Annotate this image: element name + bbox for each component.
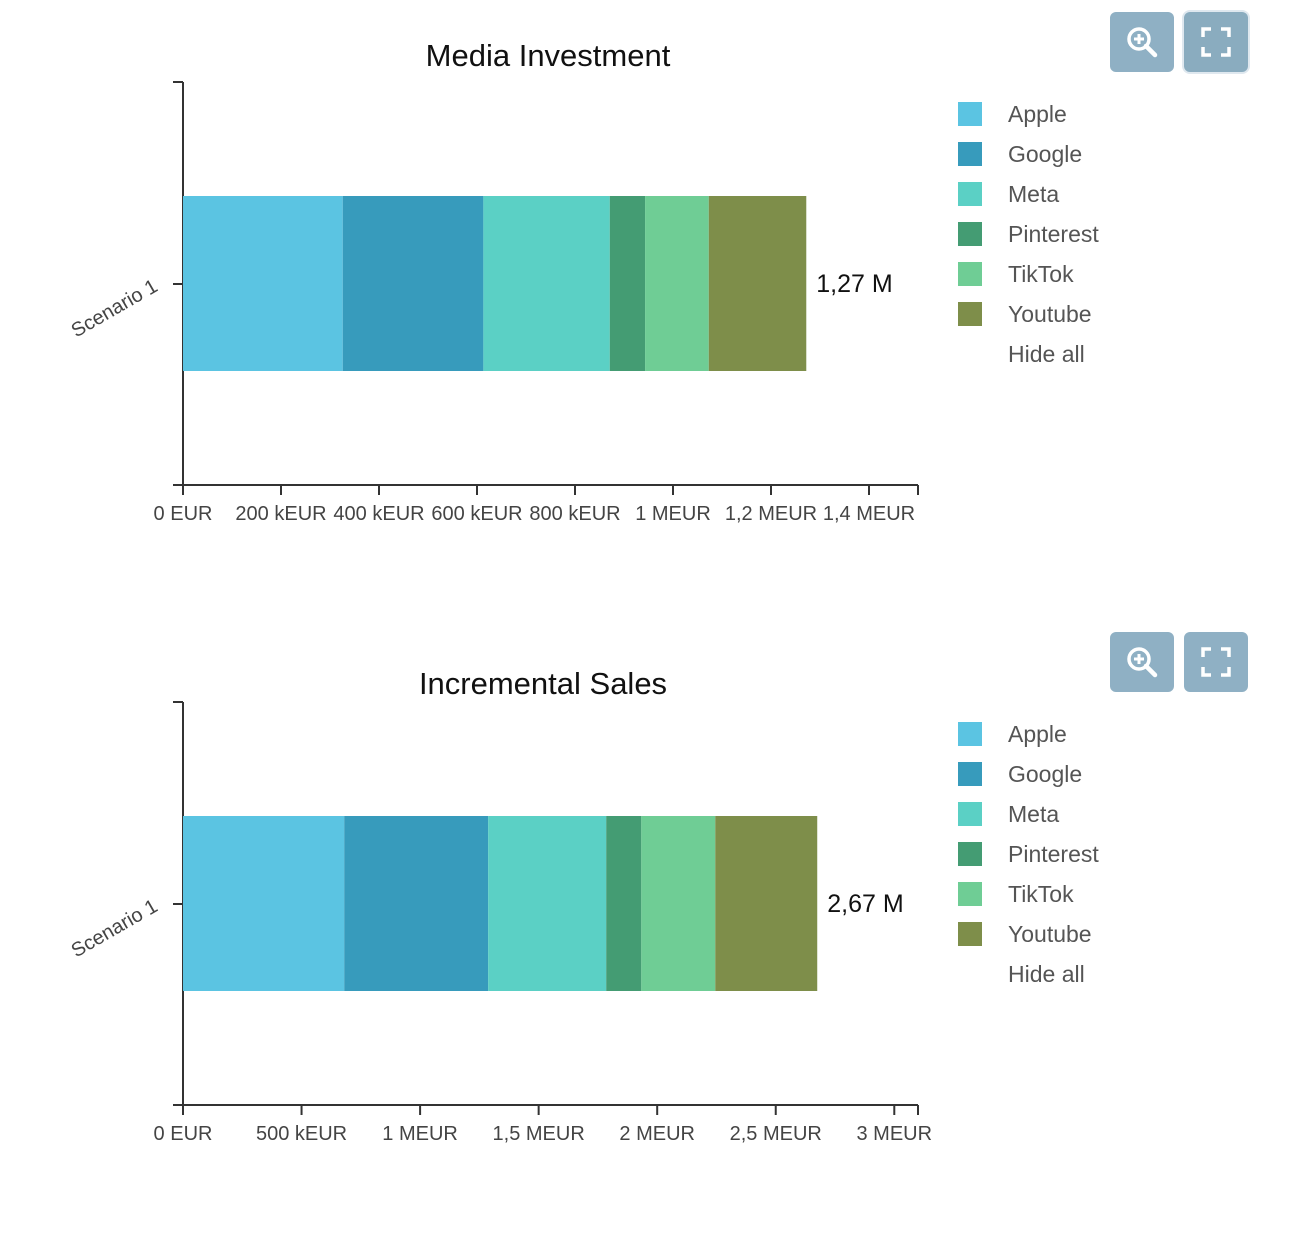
legend-swatch bbox=[958, 102, 982, 126]
incremental-sales-panel: Incremental Sales Scenario 1 0 EUR 500 kEUR… bbox=[0, 620, 1310, 1220]
legend-label: Meta bbox=[1008, 180, 1060, 207]
fullscreen-button[interactable] bbox=[1184, 12, 1248, 72]
bar-total-label: 1,27 M bbox=[816, 270, 892, 298]
zoom-button[interactable] bbox=[1110, 12, 1174, 72]
legend-item-tiktok[interactable]: TikTok bbox=[958, 254, 1099, 294]
legend-swatch bbox=[958, 262, 982, 286]
legend-item-meta[interactable]: Meta bbox=[958, 794, 1099, 834]
incremental-sales-chart: Incremental Sales Scenario 1 0 EUR 500 kEUR… bbox=[68, 666, 933, 1145]
bar-segment-meta[interactable]: Meta bbox=[483, 196, 610, 371]
legend-item-tiktok[interactable]: TikTok bbox=[958, 874, 1099, 914]
hide-all-label: Hide all bbox=[1008, 960, 1085, 987]
zoom-in-icon bbox=[1127, 27, 1158, 58]
bar-segment-pinterest[interactable]: Pinterest bbox=[609, 196, 646, 371]
x-tick-label: 800 kEUR bbox=[529, 503, 620, 525]
category-label: Scenario 1 bbox=[68, 895, 162, 962]
bar-segment-tiktok[interactable]: TikTok bbox=[645, 196, 709, 371]
legend-item-pinterest[interactable]: Pinterest bbox=[958, 214, 1099, 254]
legend-item-google[interactable]: Google bbox=[958, 134, 1099, 174]
x-tick-label: 200 kEUR bbox=[235, 503, 326, 525]
legend-item-pinterest[interactable]: Pinterest bbox=[958, 834, 1099, 874]
bar-segment-meta[interactable]: Meta bbox=[488, 816, 607, 991]
bar-segment-google[interactable]: Google bbox=[342, 196, 484, 371]
x-tick-label: 1 MEUR bbox=[635, 503, 711, 525]
x-tick-label: 600 kEUR bbox=[431, 503, 522, 525]
x-tick-label: 1 MEUR bbox=[382, 1123, 458, 1145]
incremental-sales-legend: Apple Google Meta Pinterest TikTok Youtube Hid… bbox=[958, 714, 1099, 994]
bar-segment-youtube[interactable]: Youtube bbox=[708, 196, 807, 371]
x-tick-label: 0 EUR bbox=[154, 1123, 213, 1145]
x-tick-label: 2,5 MEUR bbox=[730, 1123, 822, 1145]
legend-item-youtube[interactable]: Youtube bbox=[958, 294, 1099, 334]
legend-item-apple[interactable]: Apple bbox=[958, 94, 1099, 134]
legend-label: Apple bbox=[1008, 720, 1067, 747]
fullscreen-icon bbox=[1201, 27, 1231, 57]
legend-label: Meta bbox=[1008, 800, 1060, 827]
chart-title: Media Investment bbox=[426, 38, 671, 73]
legend-item-google[interactable]: Google bbox=[958, 754, 1099, 794]
bar-segment-apple[interactable]: Apple bbox=[183, 196, 343, 371]
legend-label: Youtube bbox=[1008, 920, 1092, 947]
legend-label: Google bbox=[1008, 760, 1083, 787]
legend-item-youtube[interactable]: Youtube bbox=[958, 914, 1099, 954]
legend-label: Pinterest bbox=[1008, 840, 1099, 867]
legend-swatch bbox=[958, 222, 982, 246]
legend-label: TikTok bbox=[1008, 260, 1074, 287]
x-tick-label: 1,4 MEUR bbox=[823, 503, 915, 525]
legend-item-meta[interactable]: Meta bbox=[958, 174, 1099, 214]
bar-segment-pinterest[interactable]: Pinterest bbox=[606, 816, 642, 991]
chart-title: Incremental Sales bbox=[419, 666, 667, 701]
legend-swatch bbox=[958, 142, 982, 166]
media-investment-legend: Apple Google Meta Pinterest TikTok Youtube Hid… bbox=[958, 94, 1099, 374]
legend-swatch bbox=[958, 842, 982, 866]
bar-segment-apple[interactable]: Apple bbox=[183, 816, 345, 991]
x-tick-label: 0 EUR bbox=[154, 503, 213, 525]
x-tick-label: 1,2 MEUR bbox=[725, 503, 817, 525]
x-tick-label: 3 MEUR bbox=[857, 1123, 933, 1145]
legend-label: Google bbox=[1008, 140, 1083, 167]
legend-swatch bbox=[958, 922, 982, 946]
legend-swatch bbox=[958, 802, 982, 826]
bar-segment-tiktok[interactable]: TikTok bbox=[641, 816, 716, 991]
legend-swatch bbox=[958, 882, 982, 906]
legend-swatch bbox=[958, 762, 982, 786]
fullscreen-button[interactable] bbox=[1184, 632, 1248, 692]
media-investment-chart: Media Investment Scenario 1 0 EUR 200 kEUR 4… bbox=[68, 38, 919, 525]
x-tick-label: 400 kEUR bbox=[333, 503, 424, 525]
hide-all-button[interactable]: Hide all bbox=[958, 954, 1099, 994]
legend-label: Youtube bbox=[1008, 300, 1092, 327]
bar-segment-google[interactable]: Google bbox=[344, 816, 489, 991]
legend-swatch bbox=[958, 182, 982, 206]
legend-item-apple[interactable]: Apple bbox=[958, 714, 1099, 754]
bar-segment-youtube[interactable]: Youtube bbox=[715, 816, 818, 991]
media-investment-panel: Media Investment Scenario 1 0 EUR 200 kEUR 4… bbox=[0, 0, 1310, 600]
x-tick-label: 500 kEUR bbox=[256, 1123, 347, 1145]
hide-all-button[interactable]: Hide all bbox=[958, 334, 1099, 374]
zoom-button[interactable] bbox=[1110, 632, 1174, 692]
x-tick-label: 1,5 MEUR bbox=[493, 1123, 585, 1145]
legend-label: TikTok bbox=[1008, 880, 1074, 907]
zoom-in-icon bbox=[1127, 647, 1158, 678]
fullscreen-icon bbox=[1201, 647, 1231, 677]
legend-label: Pinterest bbox=[1008, 220, 1099, 247]
legend-swatch bbox=[958, 302, 982, 326]
legend-label: Apple bbox=[1008, 100, 1067, 127]
x-tick-label: 2 MEUR bbox=[619, 1123, 695, 1145]
bar-total-label: 2,67 M bbox=[827, 890, 903, 918]
hide-all-label: Hide all bbox=[1008, 340, 1085, 367]
category-label: Scenario 1 bbox=[68, 275, 162, 342]
legend-swatch bbox=[958, 722, 982, 746]
